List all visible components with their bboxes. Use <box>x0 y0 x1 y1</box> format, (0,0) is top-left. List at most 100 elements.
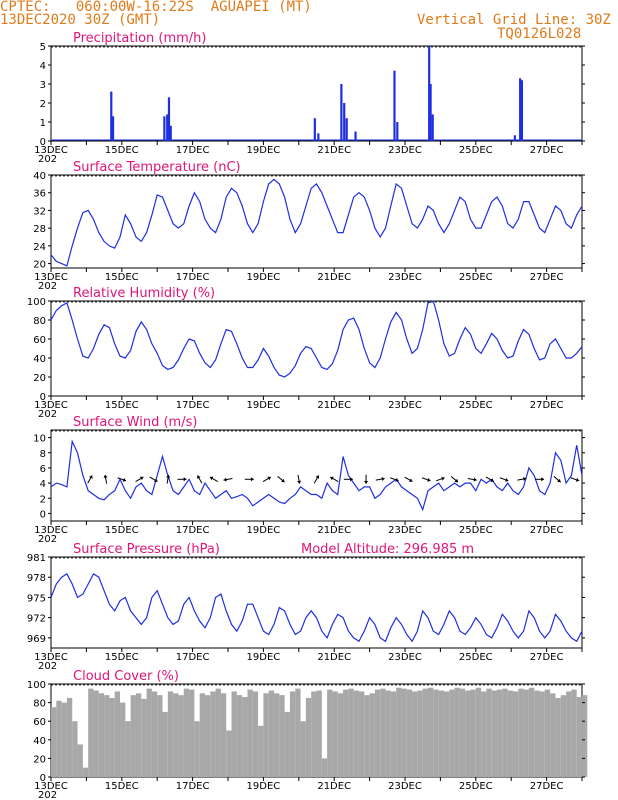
cloud-bar <box>72 721 78 777</box>
x-tick-label: 17DEC <box>176 145 210 156</box>
cloud-bar <box>88 688 94 777</box>
cloud-bar <box>183 688 190 777</box>
panel-2 <box>48 300 585 400</box>
cloud-bar <box>497 689 503 777</box>
wind-arrow-head <box>103 474 108 479</box>
cloud-bar <box>539 691 545 777</box>
y-tick-label: 32 <box>33 206 46 217</box>
y-tick-label: 2 <box>40 99 46 110</box>
x-year-label: 202 <box>38 154 57 165</box>
wind-arrow-head <box>166 474 171 479</box>
cloud-bar <box>210 691 216 777</box>
wind-arrow-head <box>490 478 494 482</box>
x-tick-label: 15DEC <box>105 272 139 283</box>
precip-bar <box>317 133 320 141</box>
cloud-bar <box>236 695 243 777</box>
cloud-bar <box>268 690 275 777</box>
x-tick-label: 17DEC <box>176 400 210 411</box>
header-station: CPTEC: 060:00W-16:22S AGUAPEI (MT) <box>0 0 312 15</box>
x-tick-label: 23DEC <box>388 652 422 663</box>
cloud-bar <box>332 691 338 777</box>
y-tick-label: 969 <box>27 634 46 645</box>
precip-bar <box>354 131 357 141</box>
wind-arrow-head <box>281 478 285 483</box>
cloud-bar <box>428 687 434 777</box>
panel-title: Relative Humidity (%) <box>73 286 215 301</box>
precip-bar <box>520 80 524 141</box>
x-tick-label: 25DEC <box>459 525 493 536</box>
y-tick-label: 972 <box>27 614 46 625</box>
x-tick-label: 17DEC <box>176 272 210 283</box>
wind-arrow-head <box>364 480 369 484</box>
y-tick-label: 981 <box>27 553 46 564</box>
cloud-bar <box>104 695 110 777</box>
cloud-bar <box>162 711 168 777</box>
y-tick-label: 978 <box>27 573 46 584</box>
precip-bar <box>393 70 396 141</box>
y-tick-label: 0 <box>40 509 46 520</box>
cloud-bar <box>311 691 317 777</box>
wind-arrow-head <box>330 476 334 481</box>
cloud-bar <box>401 688 407 777</box>
panel-title: Cloud Cover (%) <box>73 669 179 684</box>
cloud-bar <box>157 695 163 777</box>
cloud-bar <box>385 690 391 777</box>
wind-arrow-head <box>88 475 93 479</box>
cloud-bar <box>364 695 370 777</box>
y-tick-label: 60 <box>33 717 46 728</box>
panel-0 <box>48 45 585 145</box>
wind-arrow-head <box>454 478 459 483</box>
y-tick-label: 24 <box>33 242 46 253</box>
cloud-bar <box>120 702 126 777</box>
wind-arrow-head <box>395 477 399 482</box>
cloud-bar <box>507 690 513 777</box>
x-tick-label: 21DEC <box>317 525 351 536</box>
x-year-label: 202 <box>38 534 57 545</box>
y-tick-label: 60 <box>33 335 46 346</box>
wind-arrow-head <box>183 477 187 482</box>
x-tick-label: 19DEC <box>247 400 281 411</box>
cloud-bar <box>337 693 344 777</box>
wind-arrow-head <box>441 476 445 481</box>
cloud-bar <box>125 721 131 777</box>
precip-bar <box>167 97 171 141</box>
header-grid-info: Vertical Grid Line: 30Z <box>417 12 611 28</box>
x-tick-label: 15DEC <box>105 400 139 411</box>
cloud-bar <box>369 693 375 777</box>
cloud-bar <box>396 687 402 777</box>
panel-title: Precipitation (mm/h) <box>73 31 206 46</box>
model-altitude-label: Model Altitude: 296.985 m <box>301 542 474 557</box>
series-line <box>50 178 583 267</box>
precip-bar <box>313 118 316 141</box>
cloud-bar <box>465 690 471 777</box>
cloud-bar <box>109 697 115 777</box>
cloud-bar <box>114 691 121 777</box>
cloud-bar <box>491 690 498 777</box>
cloud-bar <box>449 689 455 777</box>
wind-arrow-head <box>154 478 158 482</box>
x-tick-label: 13DEC <box>34 400 68 411</box>
x-year-label: 202 <box>38 281 57 292</box>
cloud-bar <box>327 689 333 777</box>
x-tick-label: 25DEC <box>459 272 493 283</box>
cloud-bar <box>141 698 147 777</box>
panel-title: Surface Pressure (hPa) <box>73 542 220 557</box>
x-tick-label: 15DEC <box>105 525 139 536</box>
x-tick-label: 17DEC <box>176 525 210 536</box>
cloud-bar <box>178 695 184 777</box>
x-tick-label: 23DEC <box>388 400 422 411</box>
x-tick-label: 15DEC <box>105 652 139 663</box>
wind-arrow-head <box>408 478 413 482</box>
wind-arrow-head <box>523 476 527 482</box>
series-line <box>50 573 583 643</box>
cloud-bar <box>550 693 556 777</box>
cloud-bar <box>66 697 73 777</box>
cloud-bar <box>358 691 365 777</box>
cloud-bar <box>343 689 349 777</box>
cloud-bar <box>173 693 179 777</box>
cloud-bar <box>146 688 152 777</box>
x-tick-label: 25DEC <box>459 400 493 411</box>
cloud-bar <box>130 695 136 777</box>
cloud-bar <box>486 688 492 777</box>
